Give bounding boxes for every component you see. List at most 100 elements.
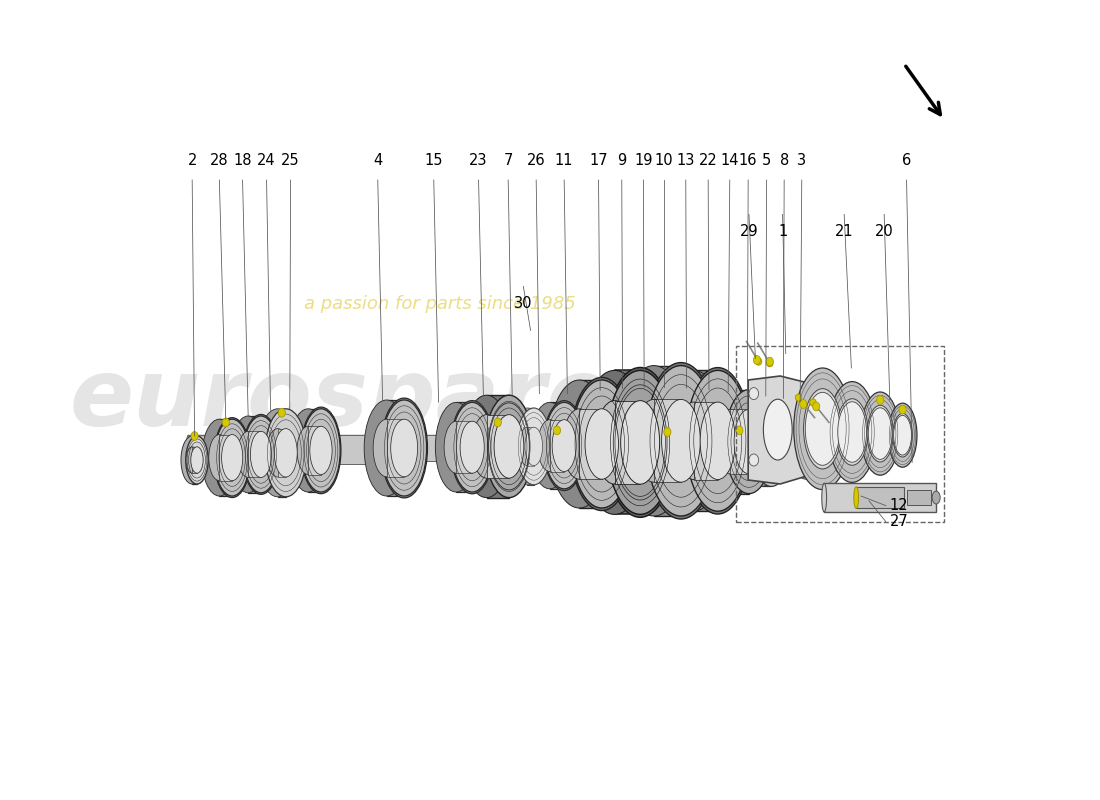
Text: 21: 21 — [835, 224, 854, 239]
Ellipse shape — [734, 410, 763, 474]
Ellipse shape — [231, 416, 266, 493]
Ellipse shape — [213, 418, 251, 498]
Ellipse shape — [595, 401, 634, 484]
Text: 5: 5 — [762, 153, 771, 168]
Bar — [308, 426, 321, 474]
Text: a passion for parts since 1985: a passion for parts since 1985 — [305, 295, 576, 313]
Ellipse shape — [571, 380, 632, 508]
Ellipse shape — [795, 394, 802, 402]
Ellipse shape — [767, 357, 773, 366]
Ellipse shape — [749, 454, 759, 466]
Ellipse shape — [805, 392, 840, 466]
Ellipse shape — [780, 427, 794, 459]
Ellipse shape — [663, 427, 671, 437]
Ellipse shape — [187, 435, 189, 456]
Text: 18: 18 — [233, 153, 252, 168]
Bar — [192, 446, 197, 474]
Ellipse shape — [186, 436, 208, 484]
Text: 29: 29 — [739, 224, 758, 239]
Text: 6: 6 — [902, 153, 911, 168]
Ellipse shape — [754, 355, 760, 364]
Text: 8: 8 — [780, 153, 789, 168]
Ellipse shape — [800, 399, 807, 408]
Ellipse shape — [662, 370, 726, 511]
Ellipse shape — [794, 368, 851, 490]
Ellipse shape — [830, 435, 834, 456]
Bar — [908, 490, 932, 505]
Bar — [856, 487, 904, 508]
Ellipse shape — [382, 400, 427, 496]
Ellipse shape — [274, 429, 297, 477]
Ellipse shape — [301, 409, 340, 492]
Ellipse shape — [278, 408, 285, 418]
Bar — [192, 436, 197, 484]
Ellipse shape — [736, 426, 743, 434]
Ellipse shape — [646, 366, 716, 516]
Text: 13: 13 — [676, 153, 695, 168]
Ellipse shape — [706, 390, 754, 494]
Ellipse shape — [763, 399, 792, 460]
Ellipse shape — [810, 398, 816, 406]
Bar — [486, 414, 509, 478]
Ellipse shape — [266, 429, 289, 477]
Bar — [653, 399, 681, 482]
Bar — [308, 409, 321, 492]
Ellipse shape — [661, 399, 701, 482]
Text: 4: 4 — [373, 153, 383, 168]
Bar — [456, 402, 472, 492]
Bar — [736, 346, 944, 522]
Bar — [421, 435, 447, 461]
Bar — [219, 419, 232, 496]
Ellipse shape — [460, 422, 484, 473]
Ellipse shape — [888, 403, 917, 467]
Text: 15: 15 — [425, 153, 443, 168]
Ellipse shape — [773, 411, 802, 475]
Ellipse shape — [790, 409, 822, 479]
Ellipse shape — [214, 419, 250, 496]
Bar — [527, 427, 534, 466]
Ellipse shape — [804, 389, 842, 469]
Ellipse shape — [201, 419, 236, 496]
Ellipse shape — [741, 398, 782, 486]
Ellipse shape — [485, 395, 534, 498]
Ellipse shape — [868, 408, 892, 459]
Ellipse shape — [836, 398, 868, 466]
Bar — [615, 370, 640, 514]
Ellipse shape — [186, 446, 198, 473]
Bar — [327, 435, 371, 464]
Ellipse shape — [494, 414, 524, 478]
Bar — [550, 402, 564, 489]
Ellipse shape — [543, 401, 585, 490]
Text: 1: 1 — [778, 224, 788, 239]
Ellipse shape — [618, 366, 689, 516]
Ellipse shape — [509, 408, 544, 485]
Ellipse shape — [620, 401, 660, 484]
Ellipse shape — [786, 427, 801, 459]
Ellipse shape — [828, 382, 877, 482]
Ellipse shape — [301, 407, 341, 494]
Bar — [386, 419, 404, 477]
Ellipse shape — [759, 416, 783, 469]
Ellipse shape — [725, 390, 773, 494]
Text: 3: 3 — [798, 153, 806, 168]
Ellipse shape — [585, 409, 618, 479]
Bar — [615, 401, 640, 484]
Bar — [788, 411, 794, 475]
Text: 19: 19 — [634, 153, 652, 168]
Ellipse shape — [877, 396, 883, 404]
Ellipse shape — [544, 402, 584, 489]
Ellipse shape — [751, 398, 791, 486]
Text: 9: 9 — [617, 153, 626, 168]
Ellipse shape — [297, 426, 319, 474]
Text: 23: 23 — [470, 153, 487, 168]
Text: 7: 7 — [504, 153, 513, 168]
Text: 27: 27 — [890, 514, 909, 529]
Bar — [249, 416, 261, 493]
Ellipse shape — [191, 431, 198, 440]
Ellipse shape — [364, 400, 409, 496]
Ellipse shape — [444, 422, 469, 473]
Ellipse shape — [243, 414, 279, 494]
Bar — [188, 435, 833, 456]
Bar — [249, 431, 261, 478]
Ellipse shape — [581, 370, 648, 514]
